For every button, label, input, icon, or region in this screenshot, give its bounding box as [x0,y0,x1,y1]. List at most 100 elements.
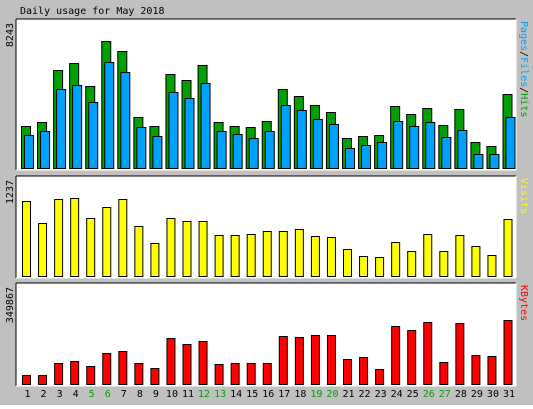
panel-kbytes: 349867 KBytes [5,282,529,387]
bar-visits-visits-day-14 [230,235,240,277]
bar-visits-visits-day-8 [134,226,144,277]
bar-visits-visits-day-10 [166,218,176,277]
x-tick-label: 11 [182,389,194,400]
panel-kbytes-legend: KBytes [518,285,529,321]
bar-hits-files-day-12 [200,83,211,169]
panel-hits-legend-item: Pages [518,21,529,51]
bar-kbytes-kbytes-day-7 [118,351,128,385]
bar-hits-files-day-21 [345,148,355,169]
bar-kbytes-kbytes-day-1 [22,375,31,385]
bar-kbytes-kbytes-day-15 [246,363,256,385]
bar-visits-visits-day-12 [198,221,208,277]
x-axis-labels: 1 2 3 4 5 6 7 8 9 10 11 12 13 14 15 16 17 18 19 20 21 22 23 24 2… [24,389,515,400]
bar-hits-files-day-27 [441,137,452,169]
bar-visits-visits-day-4 [70,198,80,277]
bar-kbytes-kbytes-day-12 [198,341,208,385]
bar-kbytes-kbytes-day-20 [326,335,336,385]
x-tick-label: 25 [407,389,419,400]
bar-visits-visits-day-24 [391,242,401,277]
x-tick-label: 15 [246,389,258,400]
bar-kbytes-kbytes-day-11 [182,344,192,385]
bar-visits-visits-day-3 [54,199,64,277]
bar-hits-files-day-19 [312,119,323,169]
bar-kbytes-kbytes-day-4 [70,361,80,385]
x-tick-label: 13 [214,389,226,400]
bar-kbytes-kbytes-day-23 [375,369,385,385]
bar-visits-visits-day-19 [310,236,320,277]
panel-hits-legend-item: / [518,87,529,93]
bar-kbytes-kbytes-day-2 [38,375,48,385]
bar-kbytes-kbytes-day-16 [262,363,272,385]
x-tick-label: 7 [121,389,127,400]
bar-kbytes-kbytes-day-14 [230,363,240,385]
x-tick-label: 28 [455,389,467,400]
x-tick-label: 4 [73,389,79,400]
bar-hits-files-day-7 [120,72,131,169]
x-tick-label: 5 [89,389,95,400]
bar-kbytes-kbytes-day-26 [423,322,433,385]
bar-hits-files-day-10 [168,92,179,169]
bar-visits-visits-day-27 [439,251,449,277]
x-tick-label: 26 [423,389,435,400]
bar-hits-files-day-29 [473,154,484,169]
bar-hits-files-day-11 [184,98,195,169]
bar-visits-visits-day-16 [262,231,272,277]
bar-hits-files-day-13 [216,131,227,169]
bar-hits-files-day-31 [505,117,516,169]
bar-visits-visits-day-31 [503,219,513,277]
panel-hits-legend-item: / [518,51,529,57]
bar-kbytes-kbytes-day-22 [359,357,369,385]
bar-hits-files-day-4 [72,85,83,169]
bar-hits-files-day-15 [248,138,259,169]
bar-kbytes-kbytes-day-31 [503,320,513,385]
x-tick-label: 27 [439,389,451,400]
bar-visits-visits-day-6 [102,207,112,277]
panel-hits-legend: Pages/Files/Hits [518,21,529,117]
panel-visits-legend: Visits [518,178,529,214]
bar-visits-visits-day-5 [86,218,96,277]
bar-hits-files-day-26 [425,122,436,169]
panel-kbytes-legend-item: KBytes [518,285,529,321]
bar-hits-files-day-16 [264,131,275,169]
bar-kbytes-kbytes-day-5 [86,366,96,385]
bar-kbytes-kbytes-day-19 [310,335,320,385]
panel-visits-max-label: 1237 [5,180,16,204]
bar-hits-files-day-30 [489,154,500,169]
bar-visits-visits-day-20 [326,237,336,277]
bar-visits-visits-day-1 [22,201,31,277]
bar-kbytes-kbytes-day-3 [54,363,64,385]
panel-kbytes-bars [22,320,513,385]
x-tick-label: 14 [230,389,242,400]
bar-kbytes-kbytes-day-8 [134,363,144,385]
bar-hits-files-day-24 [393,121,404,169]
x-tick-label: 22 [359,389,371,400]
panel-visits-bars [22,198,513,277]
x-tick-label: 8 [137,389,143,400]
bar-visits-visits-day-21 [343,249,352,277]
bar-hits-files-day-2 [40,131,51,169]
bar-hits-files-day-17 [280,105,291,169]
x-tick-label: 10 [166,389,178,400]
bar-kbytes-kbytes-day-9 [150,368,160,385]
x-tick-label: 1 [24,389,30,400]
bar-hits-files-day-20 [328,124,339,169]
panel-hits-legend-item: Files [518,57,529,87]
bar-visits-visits-day-28 [455,235,465,277]
bar-hits-files-day-9 [152,136,163,169]
bar-kbytes-kbytes-day-17 [278,336,288,385]
bar-kbytes-kbytes-day-27 [439,362,449,385]
bar-hits-files-day-23 [377,142,388,169]
x-tick-label: 24 [391,389,403,400]
x-tick-label: 18 [294,389,306,400]
bar-visits-visits-day-23 [375,257,385,277]
bar-hits-files-day-22 [361,145,372,169]
bar-hits-files-day-8 [136,127,147,169]
bar-hits-files-day-1 [24,135,34,169]
panel-visits-legend-item: Visits [518,178,529,214]
bar-kbytes-kbytes-day-24 [391,326,401,385]
bar-visits-visits-day-11 [182,221,192,277]
bar-hits-files-day-3 [56,89,67,169]
bar-hits-files-day-5 [88,102,99,169]
